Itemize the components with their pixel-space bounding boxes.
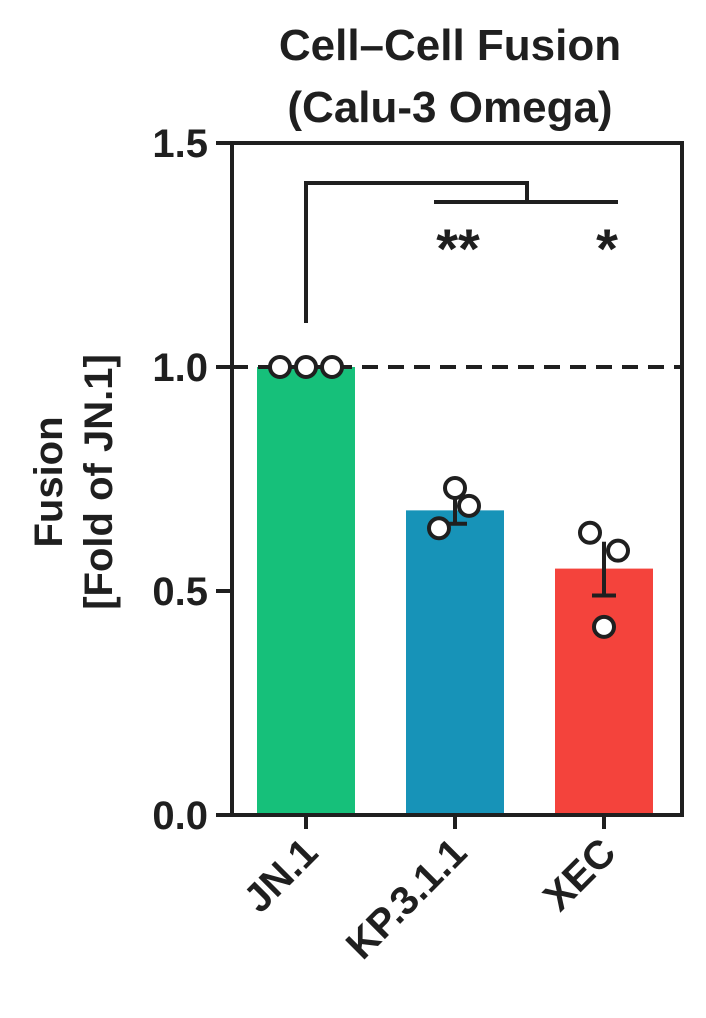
- x-category-label-2: XEC: [535, 830, 624, 919]
- y-axis-label-line-1: Fusion: [27, 416, 71, 547]
- data-point-0-0: [268, 355, 292, 379]
- bars-layer: [257, 367, 653, 815]
- bar-2: [555, 568, 653, 815]
- y-axis-label-line-2: [Fold of JN.1]: [77, 354, 121, 610]
- significance-layer: ** *: [304, 181, 618, 323]
- data-point-2-2: [578, 520, 602, 545]
- y-tick-label-1: 0.5: [152, 570, 208, 614]
- data-point-1-2: [457, 493, 481, 518]
- chart-title-line-2: (Calu-3 Omega): [287, 83, 612, 132]
- y-tick-label-2: 1.0: [152, 346, 208, 390]
- y-axis-label: Fusion [Fold of JN.1]: [27, 354, 121, 610]
- data-point-0-2: [320, 355, 344, 379]
- chart-title: Cell–Cell Fusion (Calu-3 Omega): [279, 21, 621, 132]
- x-category-label-1: KP.3.1.1: [338, 830, 476, 968]
- y-tick-label-3: 1.5: [152, 122, 208, 166]
- bar-1: [406, 510, 504, 815]
- chart-title-line-1: Cell–Cell Fusion: [279, 21, 621, 70]
- significance-marker-0: **: [436, 217, 480, 280]
- data-point-0-1: [294, 355, 318, 379]
- x-axis-category-labels: JN.1 KP.3.1.1 XEC: [236, 815, 624, 968]
- y-tick-label-0: 0.0: [152, 794, 208, 838]
- significance-marker-1: *: [596, 217, 618, 280]
- data-point-2-1: [606, 538, 630, 563]
- significance-bracket-main: [304, 181, 529, 323]
- data-point-2-0: [592, 614, 616, 639]
- data-points-layer: [268, 355, 630, 639]
- error-bars-layer: [443, 496, 616, 598]
- bar-0: [257, 367, 355, 815]
- data-point-1-1: [443, 475, 467, 500]
- x-category-label-0: JN.1: [236, 830, 327, 921]
- data-point-1-0: [427, 516, 451, 541]
- y-axis-ticks: 0.0 0.5 1.0 1.5: [152, 122, 232, 838]
